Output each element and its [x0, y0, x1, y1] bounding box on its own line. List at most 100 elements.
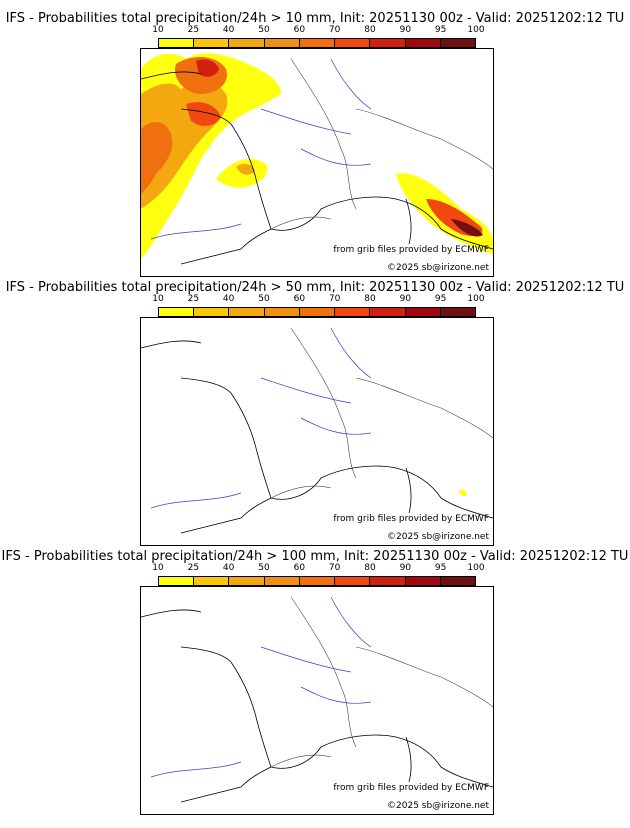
colorbar-tick-label: 80	[364, 294, 376, 304]
colorbar-swatch	[405, 39, 441, 47]
colorbar-tick-label: 95	[434, 563, 447, 573]
panel-1-title: IFS - Probabilities total precipitation/…	[5, 11, 625, 26]
copyright-1: ©2025 sb@irizone.net	[387, 263, 489, 273]
map-1-svg	[141, 53, 493, 265]
precip-area-center-core	[236, 163, 255, 175]
colorbar-tick-label: 80	[364, 25, 376, 35]
rivers	[150, 327, 372, 509]
colorbar-swatch	[370, 308, 406, 316]
map-3-svg	[141, 596, 493, 803]
map-panel-1[interactable]: from grib files provided by ECMWF ©2025 …	[140, 48, 494, 277]
colorbar-tick-label: 60	[293, 563, 306, 573]
colorbar-3: 10 25 40 50 60 70 80 90 95 100	[152, 563, 485, 586]
corsica-coast	[405, 198, 412, 245]
colorbar-tick-label: 90	[399, 25, 412, 35]
country-borders	[270, 596, 493, 768]
colorbar-swatch	[299, 577, 336, 585]
colorbar-2: 10 25 40 50 60 70 80 90 95 100	[152, 294, 485, 317]
colorbar-swatch	[440, 577, 475, 585]
colorbar-swatch	[370, 39, 406, 47]
corsica-coast	[405, 467, 412, 514]
colorbar-tick-label: 25	[187, 294, 200, 304]
coastline	[141, 71, 493, 265]
credit-2: from grib files provided by ECMWF	[333, 514, 489, 524]
colorbar-tick-label: 70	[328, 563, 341, 573]
panel-3-title: IFS - Probabilities total precipitation/…	[1, 549, 629, 564]
credit-3: from grib files provided by ECMWF	[333, 783, 489, 793]
colorbar-tick-label: 10	[152, 294, 164, 304]
colorbar-swatch	[299, 39, 336, 47]
map-2-svg	[141, 327, 493, 534]
colorbar-swatch	[229, 577, 265, 585]
colorbar-swatch	[264, 308, 300, 316]
precip-area-channel-core	[196, 59, 219, 77]
precip-area-center	[216, 159, 268, 188]
colorbar-swatch	[440, 39, 475, 47]
colorbar-swatch	[229, 39, 265, 47]
copyright-3: ©2025 sb@irizone.net	[387, 801, 489, 811]
colorbar-tick-label: 60	[293, 294, 306, 304]
country-borders	[270, 327, 493, 499]
colorbar-1-labels: 10 25 40 50 60 70 80 90 95 100	[152, 25, 484, 37]
colorbar-tick-label: 95	[434, 25, 447, 35]
colorbar-tick-label: 40	[222, 563, 235, 573]
copyright-2: ©2025 sb@irizone.net	[387, 532, 489, 542]
precip-area-liguria-core	[451, 219, 483, 237]
colorbar-tick-label: 100	[467, 563, 485, 573]
precip-area-west-high	[141, 122, 173, 194]
coastline	[141, 340, 493, 534]
colorbar-tick-label: 95	[434, 294, 447, 304]
colorbar-tick-label: 80	[364, 563, 376, 573]
colorbar-2-swatches	[158, 307, 476, 317]
colorbar-tick-label: 100	[467, 294, 485, 304]
precip-area-small	[459, 489, 467, 497]
colorbar-swatch	[299, 308, 336, 316]
country-borders	[270, 58, 493, 230]
colorbar-swatch	[159, 577, 195, 585]
colorbar-swatch	[159, 308, 195, 316]
coastline	[141, 609, 493, 803]
colorbar-swatch	[194, 39, 230, 47]
credit-1: from grib files provided by ECMWF	[333, 245, 489, 255]
colorbar-3-labels: 10 25 40 50 60 70 80 90 95 100	[152, 563, 484, 575]
colorbar-2-labels: 10 25 40 50 60 70 80 90 95 100	[152, 294, 484, 306]
precip-area-brittany	[186, 102, 221, 126]
colorbar-tick-label: 25	[187, 563, 200, 573]
colorbar-swatch	[370, 577, 406, 585]
rivers	[150, 596, 372, 778]
colorbar-swatch	[405, 577, 441, 585]
colorbar-swatch	[159, 39, 195, 47]
colorbar-tick-label: 10	[152, 25, 164, 35]
colorbar-tick-label: 90	[399, 563, 412, 573]
colorbar-tick-label: 25	[187, 25, 200, 35]
colorbar-swatch	[440, 308, 475, 316]
colorbar-swatch	[194, 308, 230, 316]
colorbar-tick-label: 90	[399, 294, 412, 304]
colorbar-tick-label: 100	[467, 25, 485, 35]
colorbar-tick-label: 40	[222, 294, 235, 304]
panel-2-title: IFS - Probabilities total precipitation/…	[5, 280, 625, 295]
colorbar-tick-label: 60	[293, 25, 306, 35]
colorbar-swatch	[335, 308, 371, 316]
colorbar-tick-label: 40	[222, 25, 235, 35]
colorbar-tick-label: 50	[258, 25, 270, 35]
colorbar-swatch	[194, 577, 230, 585]
colorbar-swatch	[264, 577, 300, 585]
map-panel-2[interactable]: from grib files provided by ECMWF ©2025 …	[140, 317, 494, 546]
colorbar-1: 10 25 40 50 60 70 80 90 95 100	[152, 25, 485, 48]
colorbar-swatch	[229, 308, 265, 316]
map-panel-3[interactable]: from grib files provided by ECMWF ©2025 …	[140, 586, 494, 815]
colorbar-swatch	[264, 39, 300, 47]
colorbar-1-swatches	[158, 38, 476, 48]
corsica-coast	[405, 736, 412, 783]
colorbar-3-swatches	[158, 576, 476, 586]
colorbar-tick-label: 70	[328, 294, 341, 304]
rivers	[150, 58, 372, 240]
colorbar-tick-label: 70	[328, 25, 341, 35]
colorbar-swatch	[335, 577, 371, 585]
colorbar-swatch	[335, 39, 371, 47]
colorbar-tick-label: 10	[152, 563, 164, 573]
colorbar-tick-label: 50	[258, 563, 270, 573]
colorbar-swatch	[405, 308, 441, 316]
colorbar-tick-label: 50	[258, 294, 270, 304]
